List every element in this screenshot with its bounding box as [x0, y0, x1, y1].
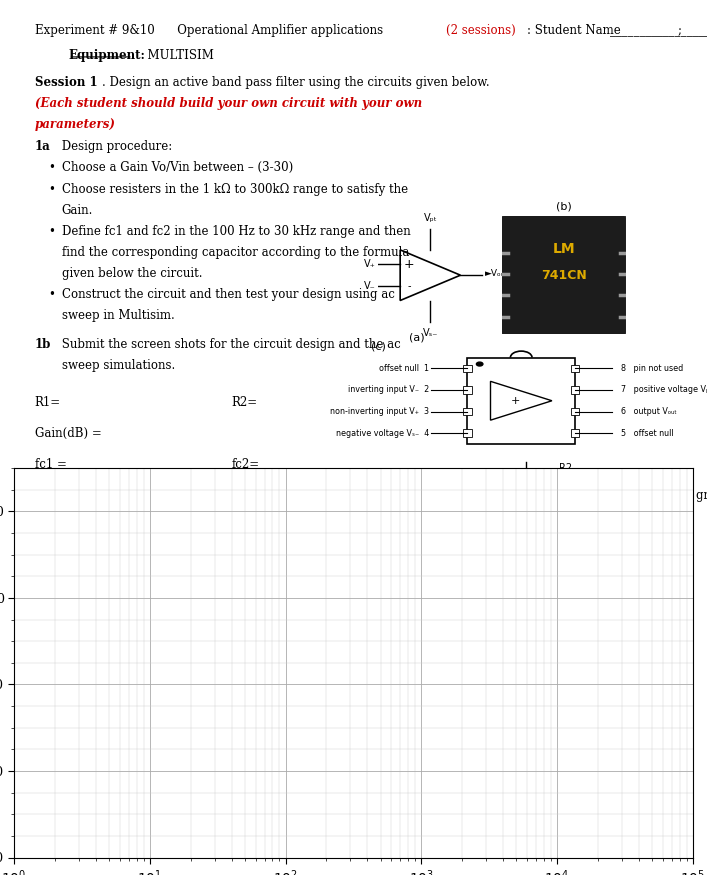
Text: 1c: 1c [35, 488, 49, 501]
Text: : Student Name: : Student Name [527, 24, 624, 37]
Text: MULTISIM: MULTISIM [140, 49, 214, 62]
Text: non-inverting input V₊  3: non-inverting input V₊ 3 [330, 407, 429, 416]
FancyBboxPatch shape [463, 386, 472, 394]
Text: (2 sessions): (2 sessions) [447, 24, 516, 37]
Text: •: • [48, 161, 55, 174]
Circle shape [388, 514, 394, 516]
Text: Session 1: Session 1 [35, 75, 97, 88]
Text: (b): (b) [556, 201, 572, 212]
Text: $\mathit{Voltage\ Gain} = -\dfrac{R_2}{R_1},\quad fc_1 = \dfrac{1}{2\pi R_1 C_1}: $\mathit{Voltage\ Gain} = -\dfrac{R_2}{R… [391, 591, 624, 614]
Text: ►Vₒᵤₜ: ►Vₒᵤₜ [484, 269, 508, 278]
Text: 8   pin not used: 8 pin not used [621, 364, 683, 373]
Text: C2: C2 [537, 472, 550, 481]
FancyBboxPatch shape [463, 430, 472, 437]
Text: . Design an active band pass filter using the circuits given below.: . Design an active band pass filter usin… [103, 75, 490, 88]
Text: +: + [492, 505, 501, 514]
Text: find the corresponding capacitor according to the formula: find the corresponding capacitor accordi… [62, 246, 409, 259]
Text: given below the circuit.: given below the circuit. [62, 267, 202, 280]
Circle shape [388, 567, 394, 570]
Text: Equipment:: Equipment: [69, 49, 146, 62]
Text: offset null  1: offset null 1 [379, 364, 429, 373]
Text: (a): (a) [409, 332, 424, 342]
Text: inverting input V₋  2: inverting input V₋ 2 [348, 386, 429, 395]
Text: Vₛ₋: Vₛ₋ [423, 327, 438, 338]
Bar [467, 358, 575, 444]
Text: R1=: R1= [35, 396, 61, 409]
FancyBboxPatch shape [571, 365, 579, 372]
FancyBboxPatch shape [571, 386, 579, 394]
Text: R2=: R2= [231, 396, 257, 409]
Text: 741CN: 741CN [541, 269, 587, 282]
Text: (c): (c) [371, 341, 386, 352]
Text: Define fc1 and fc2 in the 100 Hz to 30 kHz range and then: Define fc1 and fc2 in the 100 Hz to 30 k… [62, 225, 410, 238]
Text: 1a: 1a [35, 140, 50, 152]
Text: V₋: V₋ [364, 281, 376, 291]
Text: fc2=: fc2= [231, 458, 259, 471]
Text: sweep simulations.: sweep simulations. [62, 359, 175, 372]
FancyBboxPatch shape [571, 408, 579, 416]
Text: Construct the circuit and then test your design using ac: Construct the circuit and then test your… [62, 288, 395, 301]
Text: ___________________: ___________________ [610, 24, 707, 37]
Polygon shape [491, 498, 561, 532]
Text: V₊: V₊ [364, 259, 376, 270]
FancyBboxPatch shape [501, 215, 627, 335]
Text: 7   positive voltage Vₚ₊: 7 positive voltage Vₚ₊ [621, 386, 707, 395]
Text: •: • [48, 183, 55, 196]
Circle shape [609, 514, 614, 516]
Text: 1b: 1b [35, 338, 51, 351]
Text: -: - [407, 281, 411, 291]
Text: Vout: Vout [619, 510, 641, 520]
FancyBboxPatch shape [571, 430, 579, 437]
Text: Design procedure:: Design procedure: [58, 140, 173, 152]
Text: 5   offset null: 5 offset null [621, 429, 673, 438]
Circle shape [477, 362, 483, 366]
Text: R1: R1 [428, 499, 441, 509]
Text: •: • [48, 225, 55, 238]
Text: ;: ; [678, 24, 682, 37]
Text: sweep in Multisim.: sweep in Multisim. [62, 309, 175, 322]
Text: (Each student should build your own circuit with your own: (Each student should build your own circ… [35, 97, 421, 110]
Text: Vₚₜ: Vₚₜ [423, 213, 437, 223]
Text: C1: C1 [462, 495, 475, 506]
Text: LM: LM [552, 242, 575, 256]
Text: negative voltage Vₛ₋  4: negative voltage Vₛ₋ 4 [336, 429, 429, 438]
Text: fc1 =: fc1 = [35, 458, 66, 471]
Text: Gain(dB) =: Gain(dB) = [35, 427, 101, 439]
Text: Attach a screenshot of your simulation with your report.: Attach a screenshot of your simulation w… [279, 509, 614, 522]
Text: (= 20 log( |Vo/Vin|): (= 20 log( |Vo/Vin|) [532, 488, 645, 501]
Text: R2: R2 [559, 463, 572, 473]
Text: Draw the frequency response of the circuit based on fc1, fc2 and Gain (dB): Draw the frequency response of the circu… [58, 488, 513, 501]
FancyBboxPatch shape [463, 408, 472, 416]
Text: on the graph: on the graph [650, 488, 707, 501]
Text: Submit the screen shots for the circuit design and the ac: Submit the screen shots for the circuit … [58, 338, 401, 351]
Text: •: • [48, 288, 55, 301]
Text: paper, compare the results with the simulation.: paper, compare the results with the simu… [58, 509, 344, 522]
Text: Av: Av [512, 508, 525, 519]
Text: Vin: Vin [368, 536, 382, 547]
Text: Experiment # 9&10      Operational Amplifier applications: Experiment # 9&10 Operational Amplifier … [35, 24, 387, 37]
Text: Choose a Gain Vo/Vin between – (3-30): Choose a Gain Vo/Vin between – (3-30) [62, 161, 293, 174]
FancyBboxPatch shape [463, 365, 472, 372]
Text: Gain.: Gain. [62, 204, 93, 217]
Text: +: + [511, 396, 520, 406]
Text: Choose resisters in the 1 kΩ to 300kΩ range to satisfy the: Choose resisters in the 1 kΩ to 300kΩ ra… [62, 183, 408, 196]
Text: parameters): parameters) [35, 118, 115, 131]
Circle shape [609, 567, 614, 570]
Text: 6   output Vₒᵤₜ: 6 output Vₒᵤₜ [621, 407, 677, 416]
Text: +: + [404, 258, 414, 270]
